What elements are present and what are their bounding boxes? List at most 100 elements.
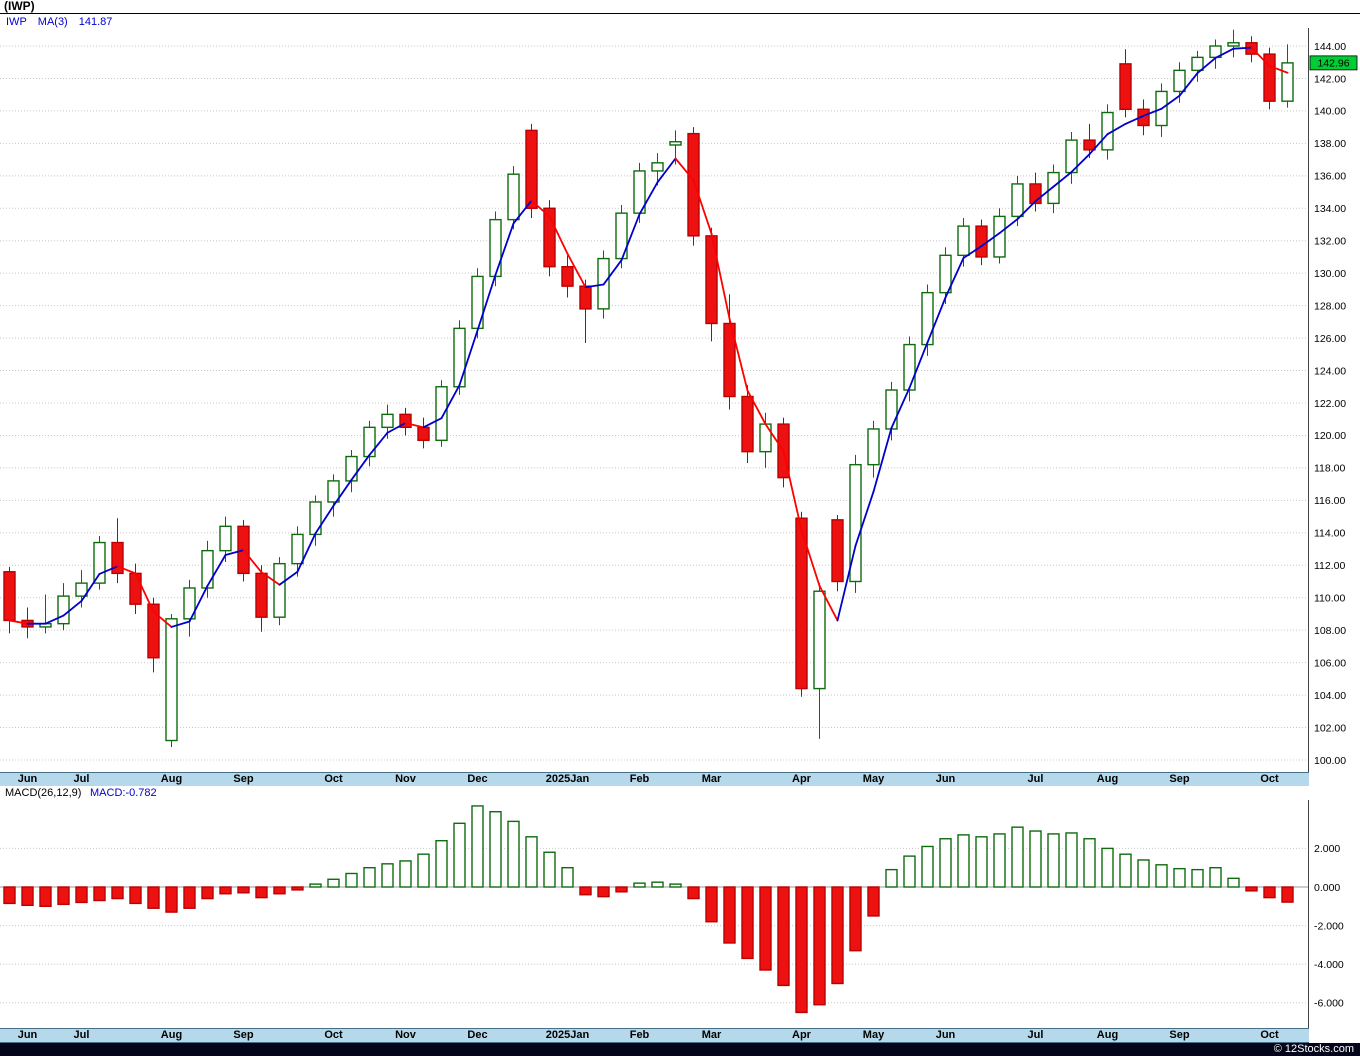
ma-segment	[782, 450, 803, 532]
candle-body	[1029, 183, 1042, 205]
macd-bar-negative	[1263, 886, 1276, 899]
macd-bar-positive	[417, 853, 430, 888]
macd-bar-negative	[795, 886, 808, 1014]
price-tick-label: 138.00	[1314, 138, 1346, 150]
candle-body	[1227, 42, 1240, 47]
month-label: Dec	[467, 773, 488, 785]
candle-body	[795, 517, 808, 690]
macd-bar-negative	[39, 886, 52, 907]
ma-segment	[62, 600, 83, 617]
candle-body	[453, 327, 466, 388]
copyright-credit-link[interactable]: © 12Stocks.com	[1273, 1043, 1354, 1055]
macd-bar-positive	[939, 838, 952, 888]
ma-segment	[278, 570, 299, 586]
candle-down	[687, 127, 700, 246]
title-bar: (IWP)	[0, 0, 1360, 14]
ma-segment	[620, 213, 641, 262]
candle-up	[327, 474, 340, 517]
candle-body	[849, 463, 862, 583]
candle-body	[975, 225, 988, 258]
last-price-badge	[1309, 55, 1358, 71]
ma-segment	[800, 529, 821, 587]
ma-segment	[1124, 114, 1145, 125]
candle-up	[291, 526, 304, 577]
candle-body	[219, 525, 232, 552]
macd-bar-negative	[21, 886, 34, 907]
ma-segment	[656, 157, 677, 184]
candle-body	[399, 413, 412, 429]
ma-segment	[1232, 46, 1253, 50]
candle-down	[111, 518, 124, 584]
macd-bar-negative	[777, 886, 790, 987]
ma-segment	[422, 417, 443, 429]
macd-bar-negative	[831, 886, 844, 985]
last-price-text: 142.96	[1317, 58, 1349, 70]
month-label: Oct	[324, 773, 343, 785]
ma-label: MA(3)	[37, 16, 68, 28]
candle-down	[723, 294, 736, 410]
macd-bar-positive	[1119, 853, 1132, 888]
macd-bar-negative	[705, 886, 718, 923]
ma-segment	[1016, 200, 1037, 220]
ma-segment	[170, 620, 191, 628]
macd-tick-label: -4.000	[1314, 959, 1344, 971]
macd-value-label: MACD:-0.782	[90, 787, 157, 799]
ma-segment	[1250, 46, 1271, 67]
candle-body	[1191, 56, 1204, 72]
ma-segment	[1214, 47, 1235, 59]
ma-segment	[908, 341, 929, 389]
ma-segment	[386, 422, 407, 434]
ma-segment	[890, 386, 911, 429]
candle-down	[525, 123, 538, 219]
candle-body	[903, 343, 916, 391]
month-label: Oct	[1260, 1029, 1279, 1041]
macd-bar-positive	[525, 836, 538, 888]
price-tick-label: 128.00	[1314, 300, 1346, 312]
ma-segment	[152, 610, 173, 628]
macd-bar-positive	[885, 868, 898, 888]
macd-bar-negative	[129, 886, 142, 905]
macd-bar-positive	[1191, 868, 1204, 888]
ma-segment	[350, 454, 371, 481]
candle-down	[1263, 47, 1276, 110]
price-tick-label: 120.00	[1314, 430, 1346, 442]
ma-segment	[1088, 133, 1109, 156]
candle-body	[867, 428, 880, 466]
macd-bar-negative	[237, 886, 250, 894]
ma-segment	[692, 179, 713, 235]
candle-body	[1173, 69, 1186, 93]
macd-bar-negative	[1281, 886, 1294, 903]
candle-body	[687, 132, 700, 237]
candle-up	[201, 540, 214, 598]
price-chart-legend: IWP MA(3) 141.87	[6, 16, 123, 28]
macd-bar-positive	[903, 855, 916, 888]
candle-body	[1011, 183, 1024, 218]
candle-body	[813, 590, 826, 690]
ma-segment	[818, 584, 839, 622]
ma-segment	[1034, 185, 1055, 203]
month-label: Oct	[324, 1029, 343, 1041]
candle-down	[399, 407, 412, 436]
ma-segment	[494, 222, 515, 276]
candle-body	[651, 162, 664, 172]
candle-body	[1083, 139, 1096, 151]
month-label: Aug	[160, 1029, 183, 1041]
macd-bar-positive	[381, 863, 394, 888]
ma-segment	[764, 423, 785, 453]
ma-segment	[80, 573, 101, 602]
month-label: Aug	[160, 773, 183, 785]
candle-up	[903, 336, 916, 402]
candle-up	[363, 420, 376, 467]
macd-bar-negative	[219, 886, 232, 895]
month-label: May	[862, 1029, 885, 1041]
macd-bar-negative	[165, 886, 178, 913]
candle-up	[849, 454, 862, 593]
candle-down	[1245, 36, 1258, 63]
ma-segment	[242, 549, 263, 574]
candle-body	[129, 572, 142, 605]
macd-bar-positive	[363, 866, 376, 888]
candle-down	[795, 511, 808, 697]
macd-bar-positive	[399, 860, 412, 888]
month-label: Jul	[73, 773, 90, 785]
